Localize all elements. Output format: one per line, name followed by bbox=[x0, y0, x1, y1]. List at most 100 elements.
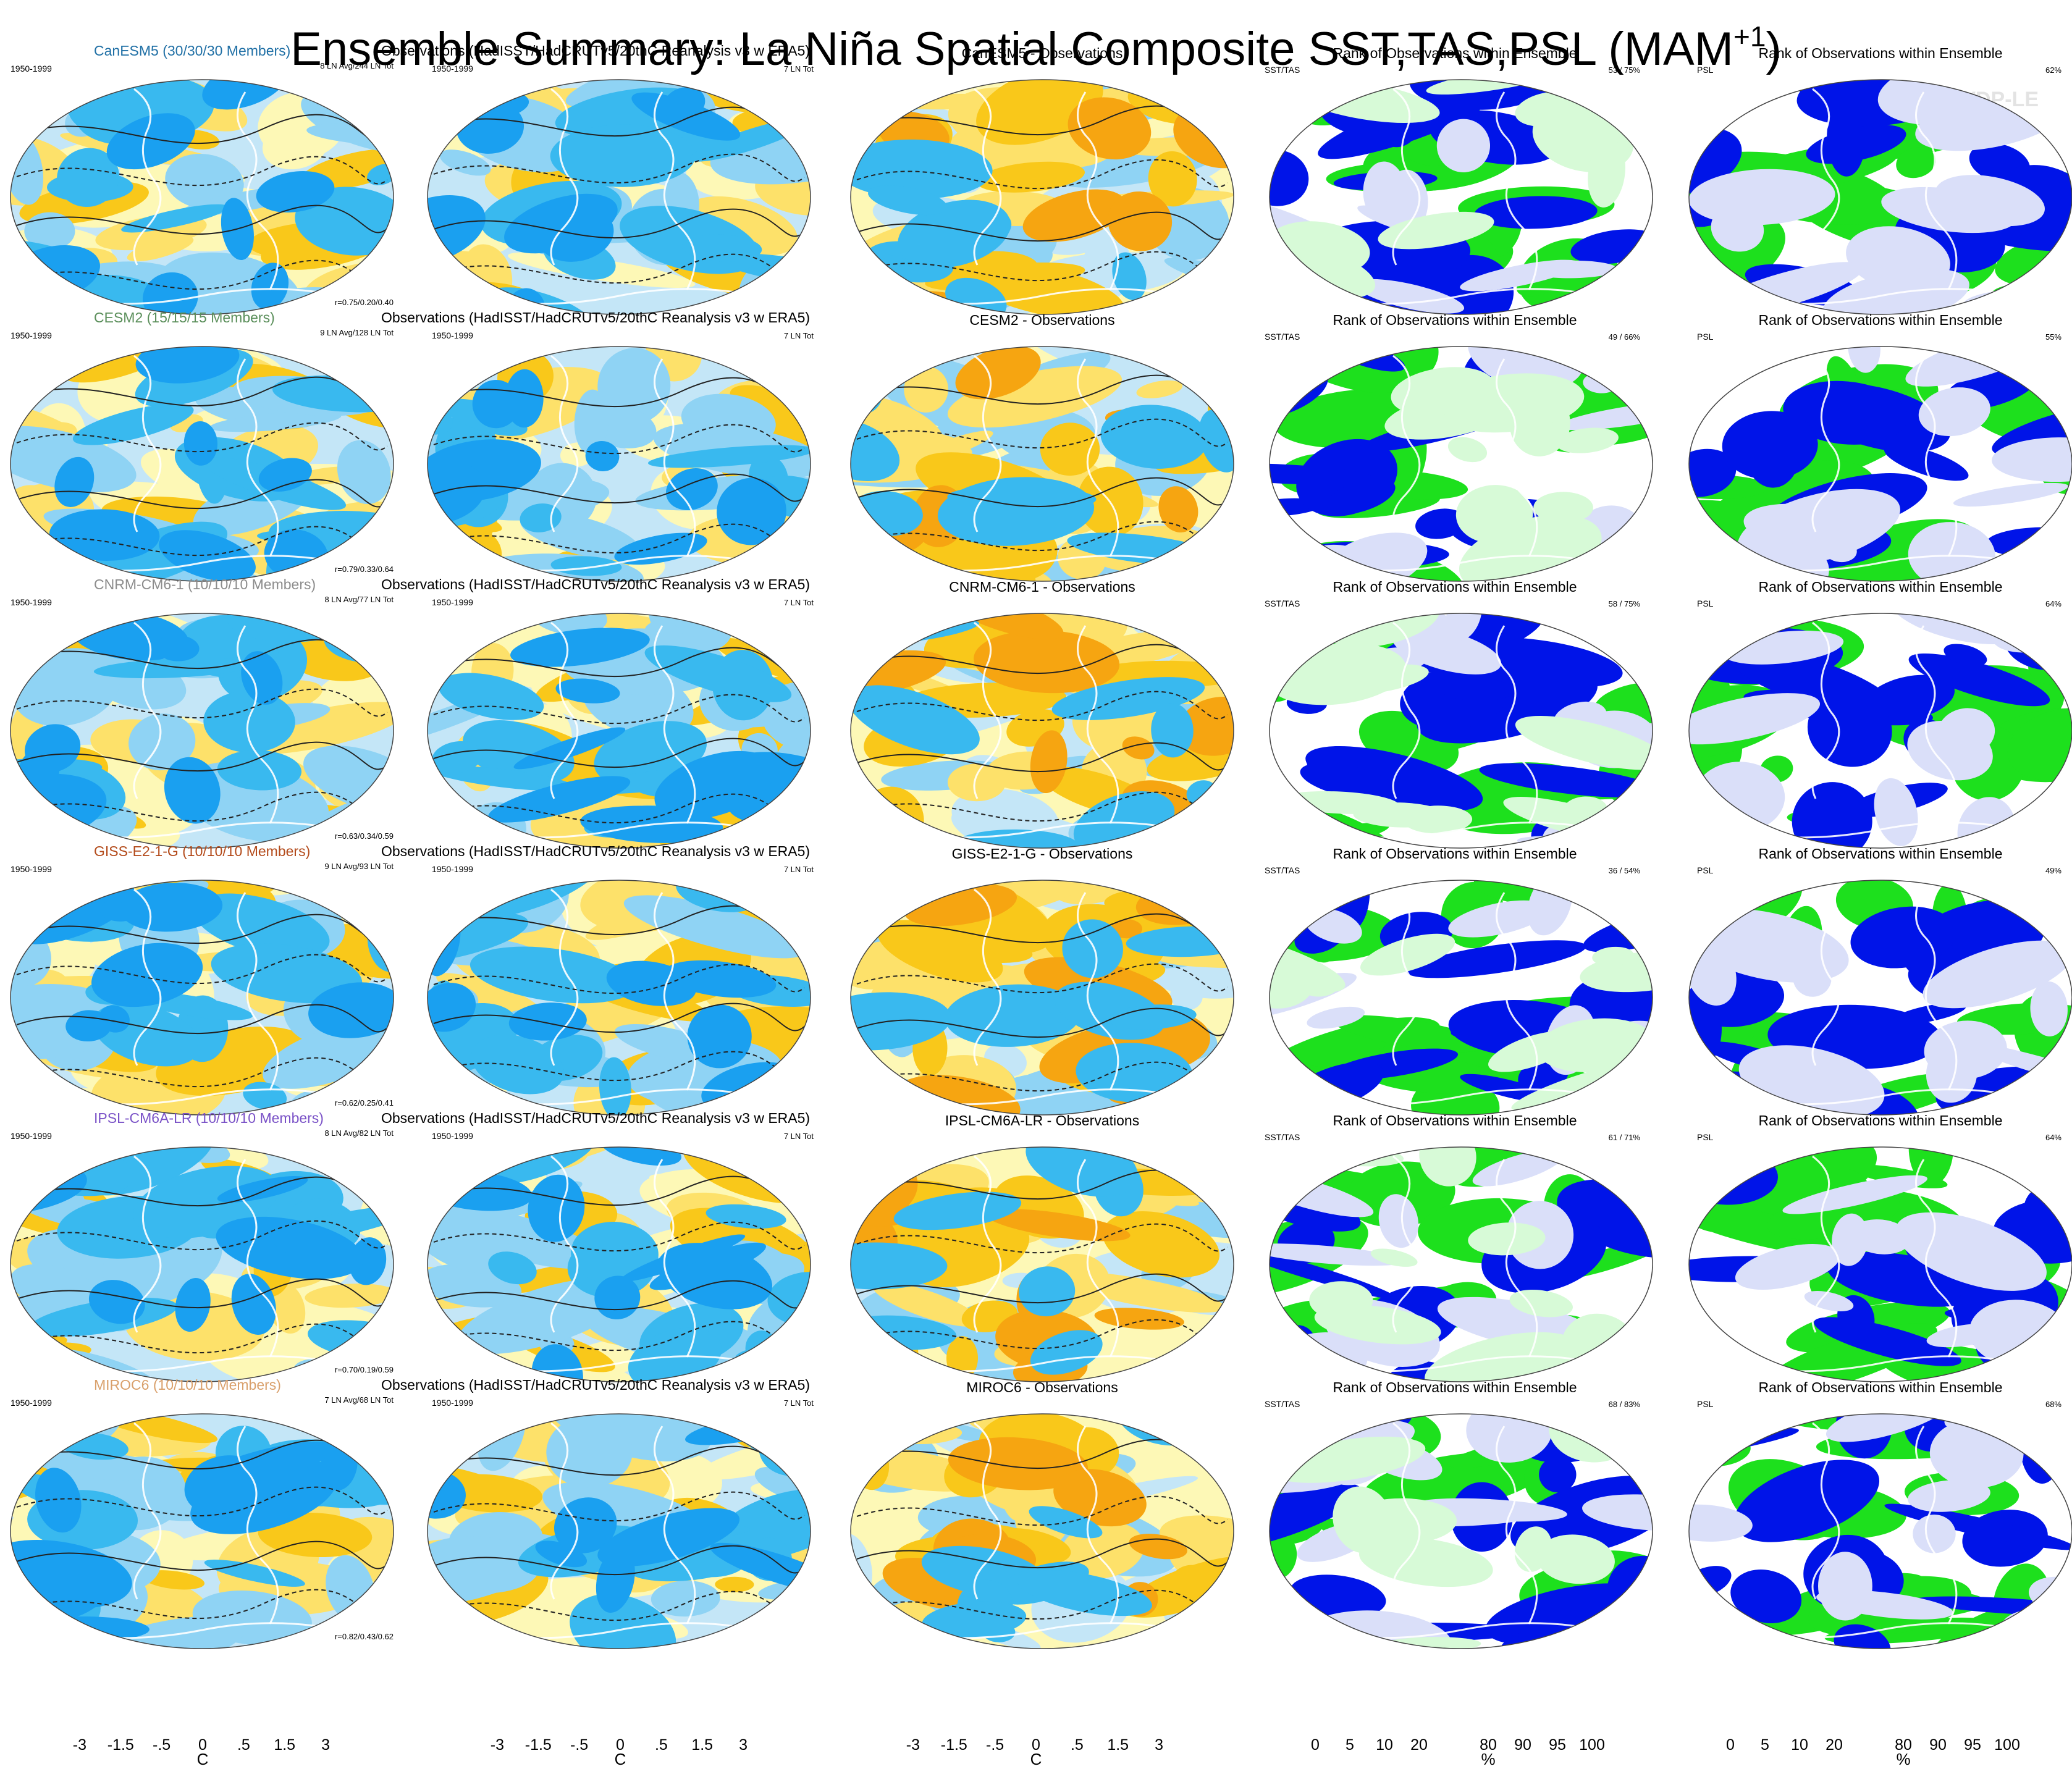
map-field-patch bbox=[1689, 169, 1835, 225]
map-field-patch bbox=[141, 1570, 205, 1590]
psl-contour bbox=[433, 738, 805, 768]
map-field-patch bbox=[508, 1002, 587, 1041]
map-field-patch bbox=[715, 1576, 754, 1592]
map-field-patch bbox=[1913, 1515, 1956, 1553]
colorbar-unit: C bbox=[1030, 1750, 1042, 1768]
pattern-correlation: r=0.62/0.25/0.41 bbox=[335, 1098, 394, 1107]
map-field-patch bbox=[255, 232, 330, 255]
map-field-patch bbox=[1179, 288, 1234, 314]
colorbar-tick-label: -1.5 bbox=[525, 1736, 552, 1754]
map-field-patch bbox=[1108, 191, 1173, 251]
psl-contour bbox=[856, 1538, 1228, 1569]
diff-title: GISS-E2-1-G - Observations bbox=[952, 846, 1133, 862]
model-title: CNRM-CM6-1 (10/10/10 Members) bbox=[94, 576, 316, 592]
map-field-patch bbox=[1148, 151, 1197, 207]
diff-title: CNRM-CM6-1 - Observations bbox=[949, 579, 1135, 595]
model-period: 1950-1999 bbox=[11, 1131, 52, 1141]
coastline bbox=[1915, 1426, 1958, 1624]
map-field-patch bbox=[2008, 810, 2072, 848]
rank-title: Rank of Observations within Ensemble bbox=[1758, 1379, 2002, 1395]
model-period: 1950-1999 bbox=[11, 597, 52, 607]
rank-title: Rank of Observations within Ensemble bbox=[1758, 45, 2002, 61]
map-field-patch bbox=[945, 984, 1081, 1047]
map-outline bbox=[10, 1413, 394, 1649]
pattern-correlation: r=0.79/0.33/0.64 bbox=[335, 565, 394, 574]
map-field-patch bbox=[20, 1361, 59, 1382]
model-ln-count: 7 LN Avg/68 LN Tot bbox=[324, 1395, 394, 1405]
map-field-patch bbox=[432, 741, 483, 773]
model-ln-count: 8 LN Avg/244 LN Tot bbox=[320, 61, 394, 70]
colorbar-tick-label: 90 bbox=[1929, 1736, 1947, 1754]
psl-rank-value: 68% bbox=[2045, 1400, 2061, 1409]
colorbar-tick-label: -.5 bbox=[986, 1736, 1004, 1754]
map-field-patch bbox=[1733, 1460, 1880, 1542]
sst-label: SST/TAS bbox=[1265, 1399, 1300, 1409]
map-field-patch bbox=[488, 1251, 537, 1285]
sst-label: SST/TAS bbox=[1265, 332, 1300, 342]
psl-contour bbox=[16, 479, 388, 510]
map-field-patch bbox=[305, 1284, 394, 1308]
model-ln-count: 9 LN Avg/128 LN Tot bbox=[320, 328, 394, 337]
map-field-patch bbox=[1406, 940, 1586, 978]
obs-title: Observations (HadISST/HadCRUTv5/20thC Re… bbox=[381, 1110, 810, 1126]
coastline bbox=[237, 358, 279, 557]
map-field-patch bbox=[1455, 485, 1533, 544]
map-outline bbox=[427, 79, 811, 315]
map-field-patch bbox=[1025, 1147, 1138, 1197]
coastline bbox=[237, 1159, 279, 1358]
map-field-patch bbox=[1832, 1213, 1869, 1266]
colorbar-tick-label: -.5 bbox=[570, 1736, 588, 1754]
coastline bbox=[1811, 621, 1840, 799]
obs-period: 1950-1999 bbox=[432, 330, 473, 340]
map-field-patch bbox=[599, 1057, 631, 1115]
coastline bbox=[654, 892, 696, 1091]
map-field-patch bbox=[735, 1348, 798, 1371]
map-field-patch bbox=[1270, 1483, 1362, 1552]
map-field-patch bbox=[555, 678, 620, 704]
map-field-patch bbox=[1112, 252, 1147, 300]
colorbar-tick-label: 10 bbox=[1791, 1736, 1808, 1754]
map-field-patch bbox=[1472, 1149, 1564, 1187]
map-field-patch bbox=[550, 124, 696, 187]
map-field-patch bbox=[585, 441, 620, 471]
colorbar: 0 5 10 20 80 90 95 100% bbox=[1280, 1720, 1627, 1768]
map-field-patch bbox=[528, 1174, 585, 1242]
map-field-patch bbox=[191, 1441, 335, 1490]
map-field-patch bbox=[851, 1147, 912, 1183]
colorbar-tick-label: -1.5 bbox=[941, 1736, 967, 1754]
map-field-patch bbox=[295, 187, 394, 256]
obs-title: Observations (HadISST/HadCRUTv5/20thC Re… bbox=[381, 1377, 810, 1393]
map-field-patch bbox=[1782, 1175, 1927, 1214]
map-field-patch bbox=[471, 1035, 565, 1095]
map-field-patch bbox=[1992, 437, 2072, 482]
map-field-patch bbox=[1309, 1281, 1373, 1320]
psl-contour bbox=[856, 742, 1228, 773]
map-field-patch bbox=[868, 185, 948, 216]
map-field-patch bbox=[1557, 401, 1653, 431]
coastline bbox=[550, 88, 579, 266]
psl-label: PSL bbox=[1697, 332, 1714, 342]
map-field-patch bbox=[337, 440, 391, 505]
map-field-patch bbox=[1479, 763, 1653, 798]
map-field-patch bbox=[1466, 1414, 1552, 1463]
map-field-patch bbox=[1922, 940, 2072, 1009]
coastline bbox=[1077, 892, 1119, 1091]
psl-contour bbox=[433, 153, 805, 184]
psl-label: PSL bbox=[1697, 1399, 1714, 1409]
map-outline bbox=[427, 613, 811, 849]
psl-contour bbox=[856, 963, 1228, 994]
map-field-patch bbox=[1689, 448, 1737, 497]
pattern-correlation: r=0.70/0.19/0.59 bbox=[335, 1365, 394, 1374]
obs-period: 1950-1999 bbox=[432, 1398, 473, 1408]
map-field-patch bbox=[1270, 149, 1309, 206]
colorbar-tick-label: 95 bbox=[1549, 1736, 1566, 1754]
map-field-patch bbox=[769, 809, 811, 838]
obs-period: 1950-1999 bbox=[432, 1131, 473, 1141]
map-outline bbox=[850, 1413, 1234, 1649]
pattern-correlation: r=0.82/0.43/0.62 bbox=[335, 1632, 394, 1641]
psl-contour bbox=[433, 208, 805, 239]
psl-rank-map-CNRM-CM6-1: Rank of Observations within Ensemble PSL 6… bbox=[1688, 579, 2072, 849]
map-field-patch bbox=[1730, 649, 1893, 715]
coastline bbox=[973, 88, 1002, 266]
map-field-patch bbox=[505, 369, 544, 428]
